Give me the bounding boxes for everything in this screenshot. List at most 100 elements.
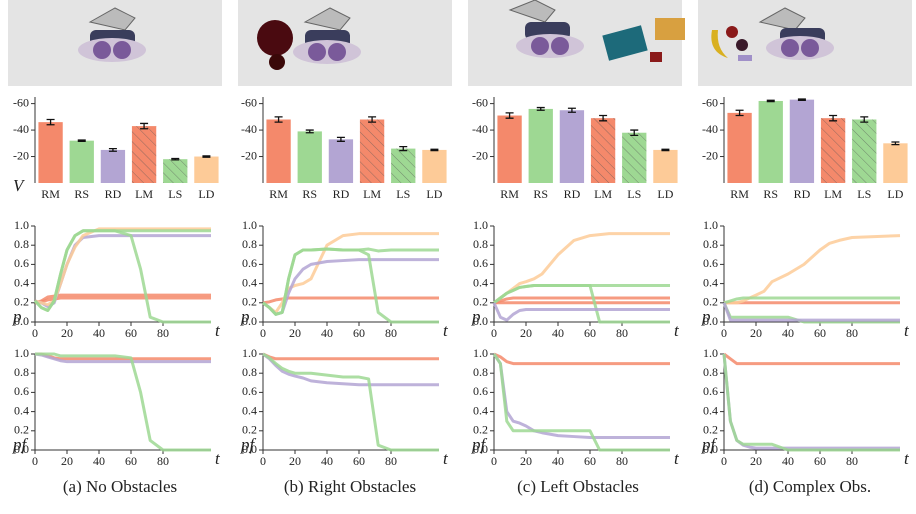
x-tick-label: LM — [824, 187, 842, 201]
series-line — [35, 354, 211, 450]
y-tick-label: 0.6 — [14, 256, 29, 270]
x-tick-label: 60 — [353, 454, 365, 468]
x-tick-label: 80 — [616, 454, 628, 468]
scene-image — [468, 0, 685, 86]
x-tick-label: 80 — [385, 326, 397, 340]
y-tick-label: -40 — [241, 122, 257, 136]
x-axis-label: t — [904, 321, 910, 340]
y-tick-label: 0.4 — [14, 275, 29, 289]
y-tick-label: 0.8 — [473, 237, 488, 251]
bar — [883, 143, 907, 183]
error-bar — [661, 149, 669, 150]
series-line — [494, 354, 670, 438]
y-tick-label: 0.4 — [473, 403, 488, 417]
caption: (d) Complex Obs. — [749, 477, 871, 496]
bar — [497, 116, 521, 183]
y-tick-label: 0.6 — [703, 256, 718, 270]
x-tick-label: 20 — [750, 454, 762, 468]
x-tick-label: 40 — [93, 454, 105, 468]
x-tick-label: RD — [105, 187, 122, 201]
x-tick-label: RM — [730, 187, 749, 201]
x-tick-label: 40 — [552, 454, 564, 468]
bar — [70, 141, 94, 183]
series-line — [724, 354, 900, 448]
x-axis-label: t — [443, 321, 449, 340]
x-axis-label: t — [904, 449, 910, 468]
y-tick-label: 0.4 — [242, 403, 257, 417]
x-tick-label: LD — [887, 187, 903, 201]
y-axis-label: V — [13, 176, 26, 195]
series-line — [724, 354, 900, 450]
x-tick-label: LD — [426, 187, 442, 201]
series-line — [494, 354, 670, 364]
x-tick-label: LD — [657, 187, 673, 201]
x-tick-label: 80 — [846, 326, 858, 340]
x-tick-label: 0 — [491, 326, 497, 340]
x-axis-label: t — [215, 321, 221, 340]
y-axis-label: p — [701, 307, 711, 326]
x-axis-label: t — [215, 449, 221, 468]
y-tick-label: 0.4 — [703, 275, 718, 289]
error-bar — [430, 149, 438, 150]
x-tick-label: 80 — [616, 326, 628, 340]
caption: (a) No Obstacles — [63, 477, 177, 496]
bar-hatch — [622, 133, 646, 183]
y-tick-label: 1.0 — [14, 218, 29, 232]
x-tick-label: RD — [333, 187, 350, 201]
y-tick-label: -60 — [13, 95, 29, 109]
bar-hatch — [391, 149, 415, 183]
y-tick-label: 1.0 — [242, 218, 257, 232]
y-tick-label: 0.4 — [14, 403, 29, 417]
page: -60-40-20VRMRSRDLMLSLD-60-40-20RMRSRDLML… — [0, 0, 916, 514]
x-tick-label: 0 — [32, 454, 38, 468]
y-tick-label: -60 — [702, 95, 718, 109]
x-tick-label: 0 — [721, 326, 727, 340]
y-tick-label: 0.6 — [14, 384, 29, 398]
x-tick-label: RM — [500, 187, 519, 201]
series-line — [263, 354, 439, 450]
y-tick-label: -20 — [241, 148, 257, 162]
y-tick-label: 1.0 — [14, 346, 29, 360]
series-line — [35, 231, 211, 322]
series-line — [494, 303, 670, 320]
y-tick-label: -20 — [702, 148, 718, 162]
x-tick-label: RS — [74, 187, 89, 201]
y-axis-label: pf — [701, 435, 718, 454]
x-tick-label: 40 — [782, 454, 794, 468]
x-tick-label: LS — [627, 187, 641, 201]
x-tick-label: 40 — [552, 326, 564, 340]
series-line — [494, 234, 670, 303]
x-tick-label: 0 — [491, 454, 497, 468]
series-line — [724, 236, 900, 303]
scene-image — [698, 0, 912, 86]
series-line — [35, 298, 211, 303]
bar — [759, 101, 783, 183]
x-tick-label: 80 — [157, 326, 169, 340]
y-tick-label: 0.8 — [703, 237, 718, 251]
caption: (c) Left Obstacles — [517, 477, 639, 496]
bar-hatch — [360, 119, 384, 183]
bar — [101, 150, 125, 183]
x-tick-label: LS — [168, 187, 182, 201]
y-tick-label: -20 — [472, 148, 488, 162]
y-tick-label: 0.6 — [242, 256, 257, 270]
x-tick-label: RD — [794, 187, 811, 201]
y-tick-label: -20 — [13, 148, 29, 162]
y-tick-label: -60 — [472, 95, 488, 109]
y-tick-label: 1.0 — [242, 346, 257, 360]
y-tick-label: 1.0 — [703, 346, 718, 360]
y-tick-label: 0.4 — [703, 403, 718, 417]
error-bar — [78, 140, 86, 141]
bar-hatch — [852, 119, 876, 183]
x-tick-label: 20 — [61, 454, 73, 468]
x-tick-label: 40 — [321, 326, 333, 340]
x-tick-label: 20 — [520, 326, 532, 340]
scene-images — [8, 0, 912, 86]
x-tick-label: 0 — [721, 454, 727, 468]
x-tick-label: 0 — [260, 326, 266, 340]
x-tick-label: 40 — [93, 326, 105, 340]
x-tick-label: 40 — [321, 454, 333, 468]
x-tick-label: 60 — [814, 454, 826, 468]
y-tick-label: 0.8 — [14, 237, 29, 251]
x-tick-label: 20 — [289, 454, 301, 468]
